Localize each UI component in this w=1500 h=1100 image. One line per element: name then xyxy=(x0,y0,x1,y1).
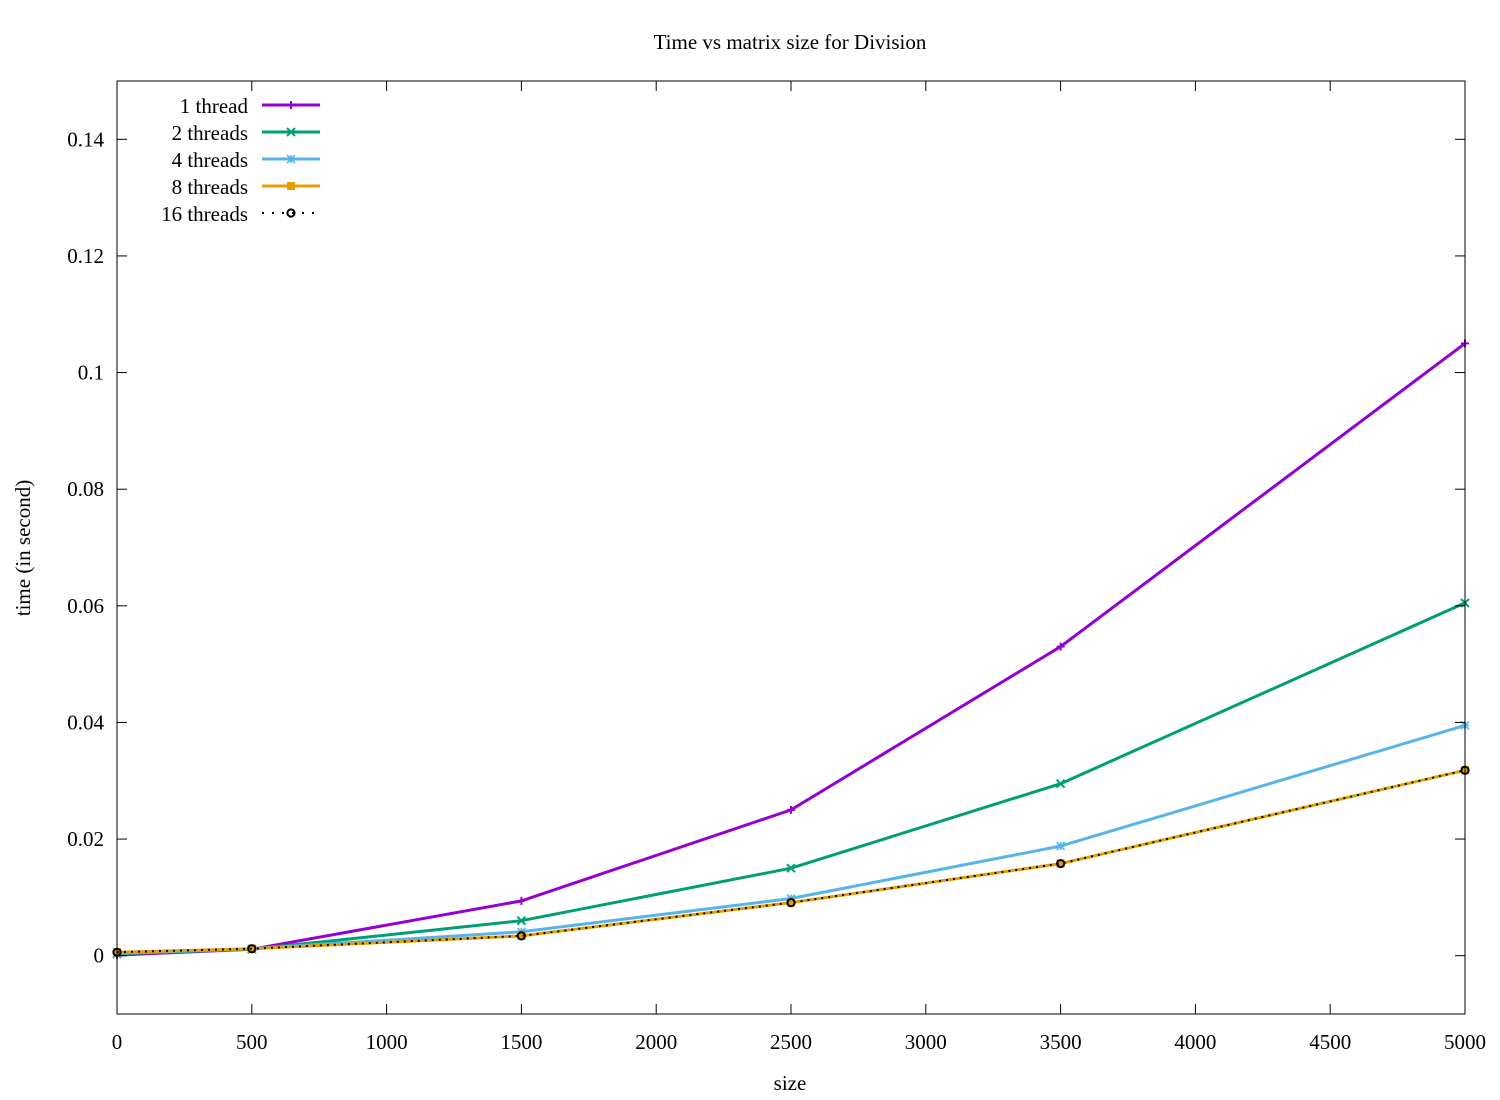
legend-label-4-threads: 4 threads xyxy=(172,148,248,172)
x-tick-label: 4000 xyxy=(1174,1030,1216,1054)
x-tick-label: 2000 xyxy=(635,1030,677,1054)
series-4-threads xyxy=(112,720,1470,958)
x-tick-label: 3500 xyxy=(1040,1030,1082,1054)
x-tick-label: 5000 xyxy=(1444,1030,1486,1054)
data-point-8-threads xyxy=(517,931,526,940)
data-point-2-threads xyxy=(1055,778,1066,789)
x-tick-label: 1000 xyxy=(366,1030,408,1054)
data-point-16-threads xyxy=(516,931,527,941)
chart-title: Time vs matrix size for Division xyxy=(654,30,927,54)
y-axis-title: time (in second) xyxy=(11,480,35,616)
x-axis-title: size xyxy=(774,1071,807,1095)
series-line-16-threads xyxy=(116,769,1466,954)
legend: 1 thread 2 threads 4 threads 8 threads 16 th… xyxy=(161,94,320,226)
data-point-16-threads xyxy=(247,944,257,954)
plot-area xyxy=(112,339,1470,960)
y-axis: 0 0.02 0.04 0.06 0.08 0.1 0.12 0.14 xyxy=(67,127,1465,968)
x-tick-label: 3000 xyxy=(905,1030,947,1054)
y-tick-label: 0.06 xyxy=(67,594,104,618)
legend-label-2-threads: 2 threads xyxy=(172,121,248,145)
legend-marker-8-threads xyxy=(287,182,295,190)
y-tick-label: 0 xyxy=(94,944,105,968)
y-tick-label: 0.08 xyxy=(67,477,104,501)
legend-marker-4-threads xyxy=(286,154,296,164)
data-point-2-threads xyxy=(516,915,527,926)
x-tick-label: 4500 xyxy=(1309,1030,1351,1054)
series-8-threads xyxy=(113,766,1469,957)
x-tick-label: 0 xyxy=(112,1030,123,1054)
plot-frame xyxy=(116,80,1466,1015)
series-line-4-threads xyxy=(116,723,1466,955)
y-tick-label: 0.14 xyxy=(67,127,104,151)
y-tick-label: 0.02 xyxy=(67,827,104,851)
data-point-1-thread xyxy=(1056,642,1065,651)
x-tick-label: 500 xyxy=(236,1030,268,1054)
legend-label-1-thread: 1 thread xyxy=(180,94,249,118)
data-point-16-threads xyxy=(1056,858,1066,869)
data-point-1-thread xyxy=(517,896,526,905)
x-tick-label: 2500 xyxy=(770,1030,812,1054)
legend-marker-1-thread xyxy=(287,101,295,109)
series-line-1-thread xyxy=(116,342,1466,957)
data-point-1-thread xyxy=(787,805,795,814)
data-point-16-threads xyxy=(786,898,796,908)
data-point-8-threads xyxy=(787,898,795,907)
series-16-threads xyxy=(112,765,1470,957)
legend-label-16-threads: 16 threads xyxy=(161,202,248,226)
y-tick-label: 0.04 xyxy=(67,710,104,734)
data-point-2-threads xyxy=(786,863,796,873)
data-point-8-threads xyxy=(1056,859,1065,868)
x-axis: 0 500 1000 1500 2000 2500 3000 3500 4000 4500 5000 xyxy=(112,81,1486,1054)
series-line-8-threads xyxy=(116,768,1466,954)
legend-label-8-threads: 8 threads xyxy=(172,175,248,199)
y-tick-label: 0.1 xyxy=(78,361,104,385)
legend-marker-2-threads xyxy=(286,127,296,137)
y-tick-label: 0.12 xyxy=(67,244,104,268)
data-point-4-threads xyxy=(1056,841,1066,851)
x-tick-label: 1500 xyxy=(500,1030,542,1054)
legend-marker-16-threads xyxy=(286,208,296,218)
series-1-thread xyxy=(113,339,1469,960)
